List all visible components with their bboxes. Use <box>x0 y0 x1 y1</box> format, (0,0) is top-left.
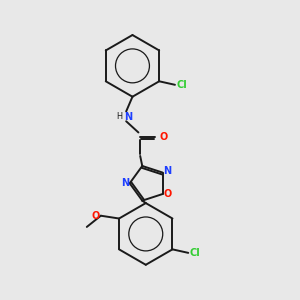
Text: N: N <box>124 112 133 122</box>
Text: Cl: Cl <box>176 80 187 90</box>
Text: N: N <box>122 178 130 188</box>
Text: O: O <box>160 132 168 142</box>
Text: O: O <box>164 189 172 199</box>
Text: O: O <box>91 211 99 221</box>
Text: Cl: Cl <box>190 248 200 258</box>
Text: H: H <box>116 112 123 121</box>
Text: N: N <box>163 166 171 176</box>
